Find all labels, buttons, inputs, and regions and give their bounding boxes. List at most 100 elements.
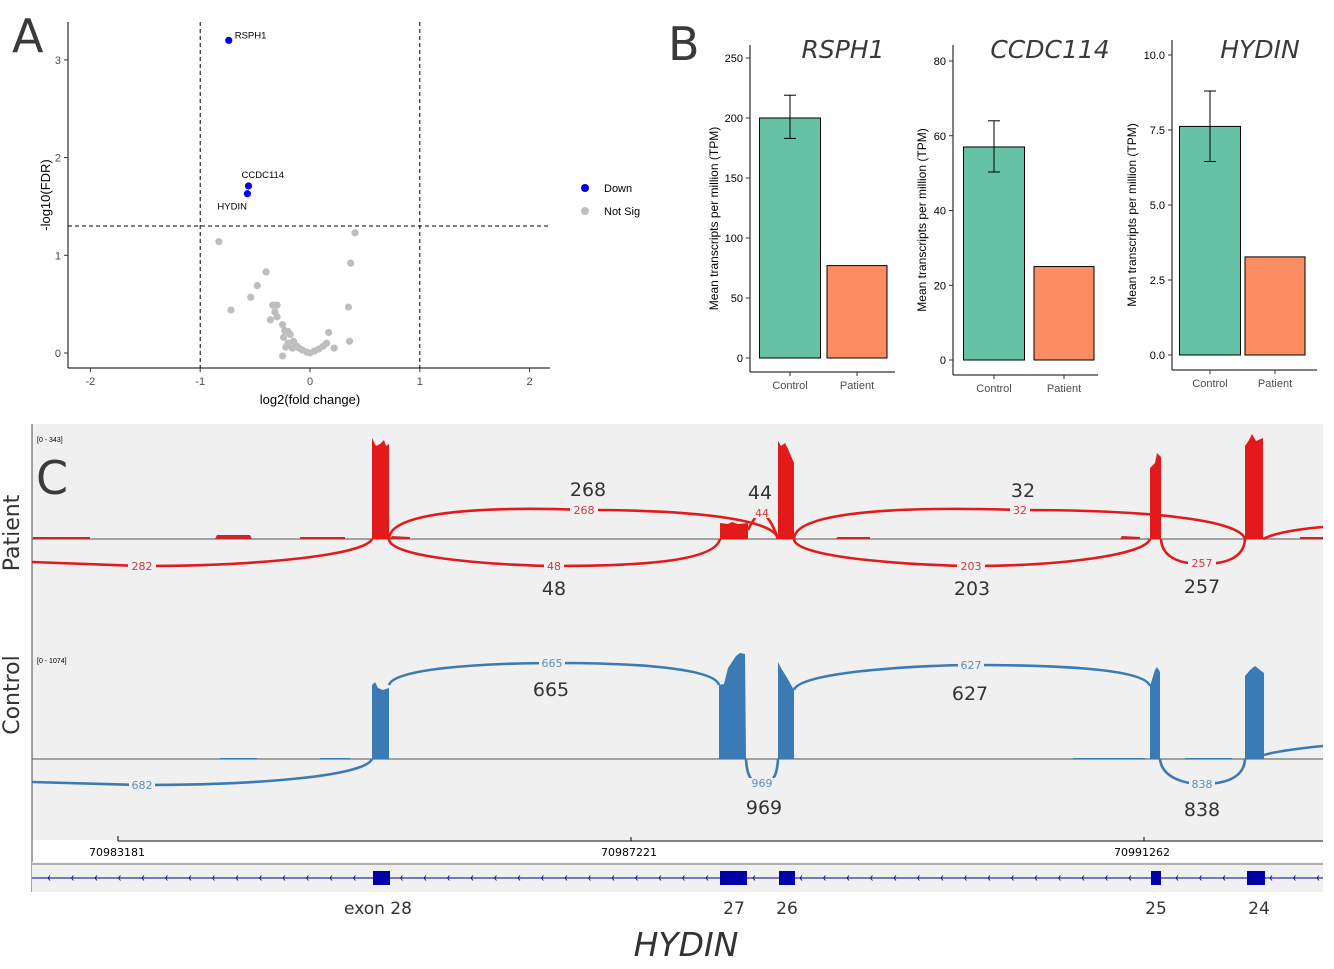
bar-patient	[826, 265, 888, 359]
point-not-sig	[345, 337, 354, 345]
x-tick-label: Patient	[1047, 383, 1081, 395]
patient-junction-arc	[1262, 525, 1324, 541]
bar-control	[963, 146, 1025, 361]
y-tick-label: 20	[934, 280, 946, 292]
strand-arrow	[329, 875, 333, 881]
track-label-patient: Patient	[0, 494, 25, 571]
control-junction-count: 838	[1192, 778, 1213, 791]
y-tick-label: 200	[725, 113, 743, 125]
point-not-sig	[347, 259, 355, 267]
point-down	[243, 190, 252, 198]
gene-model	[32, 862, 1323, 892]
bar-patient	[1033, 266, 1095, 361]
strand-arrow	[916, 875, 920, 881]
control-junction-count: 969	[752, 777, 773, 790]
strand-arrow	[70, 875, 74, 881]
control-junction-count: 682	[132, 779, 153, 792]
strand-arrow	[752, 875, 756, 881]
control-coverage-exon25	[1150, 667, 1160, 759]
control-junction-big-label: 665	[533, 679, 569, 701]
y-tick-label: 2	[55, 153, 61, 165]
y-tick-label: 0	[940, 355, 946, 367]
legend-swatch-down	[581, 184, 589, 192]
strand-arrow	[611, 875, 615, 881]
control-junction-big-label: 969	[746, 797, 782, 819]
patient-coverage-exon28	[372, 438, 389, 539]
y-tick-label: 0	[737, 353, 743, 365]
point-label: RSPH1	[235, 30, 267, 41]
strand-arrow	[658, 875, 662, 881]
strand-arrow	[1292, 875, 1296, 881]
y-tick-label: 40	[934, 206, 946, 218]
strand-arrow	[587, 875, 591, 881]
coordinate-ruler: 70983181 70987221 70991262	[89, 836, 1323, 859]
legend-label-down: Down	[604, 183, 632, 195]
patient-coverage-exon26	[778, 441, 794, 539]
strand-arrow	[963, 875, 967, 881]
patient-junction-count: 44	[755, 507, 769, 520]
strand-arrow	[446, 875, 450, 881]
strand-arrow	[117, 875, 121, 881]
exon-label: 24	[1248, 899, 1270, 919]
chart-title: HYDIN	[1220, 35, 1300, 64]
y-tick-label: 1	[55, 250, 61, 262]
exon-25	[1151, 871, 1161, 885]
strand-arrow	[681, 875, 685, 881]
strand-arrow	[1128, 875, 1132, 881]
strand-arrow	[799, 875, 803, 881]
point-not-sig	[273, 313, 281, 321]
legend: Down Not Sig	[581, 183, 640, 218]
exon-27	[720, 871, 747, 885]
point-label: HYDIN	[217, 202, 247, 213]
strand-arrow	[305, 875, 309, 881]
sashimi-plot: C Patient Control [0 - 343] [0 - 1074]	[0, 424, 1324, 964]
x-tick-label: Control	[772, 380, 807, 392]
point-not-sig	[282, 343, 290, 351]
patient-junction-big-label: 203	[954, 578, 990, 600]
panel-letter-c: C	[36, 451, 68, 505]
strand-arrow	[822, 875, 826, 881]
strand-arrow	[987, 875, 991, 881]
point-not-sig	[262, 268, 270, 276]
point-not-sig	[280, 333, 288, 341]
strand-arrow	[1010, 875, 1014, 881]
control-coverage-minor	[220, 758, 1232, 759]
exon-24	[1247, 871, 1265, 885]
strand-arrow	[893, 875, 897, 881]
x-tick-label: 0	[307, 376, 313, 388]
point-not-sig	[215, 238, 223, 246]
strand-arrow	[423, 875, 427, 881]
strand-arrow	[188, 875, 192, 881]
chart-title: CCDC114	[990, 35, 1109, 64]
strand-arrow	[493, 875, 497, 881]
patient-junction-count: 32	[1013, 504, 1027, 517]
strand-arrow	[1316, 875, 1320, 881]
exon-label: 27	[723, 899, 745, 919]
exon-26	[779, 871, 795, 885]
patient-junction-big-label: 48	[542, 578, 566, 600]
point-not-sig	[351, 229, 359, 237]
bar-chart-rsph1: 0 50 100 150 200 250 Control Patient RSPH1 Mean t…	[707, 35, 895, 392]
panel-letter-b: B	[668, 17, 700, 71]
strand-arrow	[1222, 875, 1226, 881]
point-not-sig	[266, 316, 275, 324]
x-axis-label: log2(fold change)	[260, 392, 360, 407]
patient-junction-count: 203	[961, 560, 982, 573]
y-tick-label: 100	[725, 233, 743, 245]
strand-arrows	[47, 875, 1320, 881]
patient-coverage-exon25	[1150, 453, 1161, 539]
gene-name-label: HYDIN	[634, 925, 739, 964]
strand-arrow	[846, 875, 850, 881]
point-down	[225, 36, 233, 44]
x-tick-label: Patient	[840, 380, 874, 392]
bar-control	[1179, 125, 1241, 356]
patient-junction-count: 268	[574, 504, 595, 517]
coordinate-label: 70983181	[89, 846, 145, 859]
x-tick-label: 1	[417, 376, 423, 388]
control-coverage-exon26	[778, 662, 794, 759]
y-axis-label: -log10(FDR)	[38, 159, 53, 231]
y-tick-label: 3	[55, 55, 61, 67]
x-tick-label: -2	[86, 376, 96, 388]
y-tick-label: 80	[934, 56, 946, 68]
